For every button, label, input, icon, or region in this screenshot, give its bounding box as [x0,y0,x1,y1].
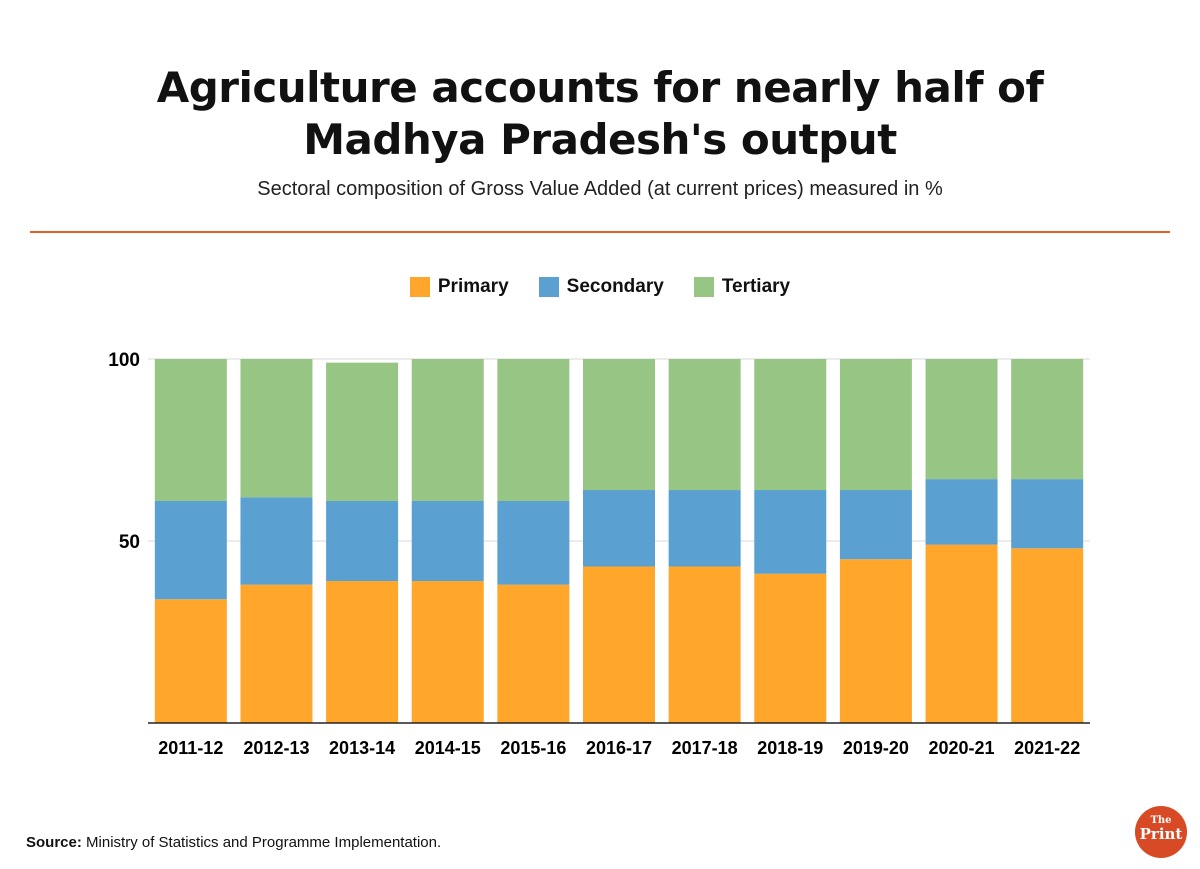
bar-primary [839,559,912,723]
legend-swatch [693,277,714,297]
legend-label: Secondary [566,276,664,297]
bar-primary [668,566,741,723]
x-tick-label: 2021-22 [1014,738,1080,758]
legend-swatch [409,277,430,297]
chart-title-line2: Madhya Pradesh's output [303,115,897,164]
bar-primary [154,599,227,723]
legend-item-primary: Primary [409,276,509,298]
legend-item-tertiary: Tertiary [693,276,791,298]
bar-secondary [154,500,227,600]
bar-primary [497,584,570,723]
bar-primary [1011,548,1084,723]
bar-secondary [754,490,827,574]
x-tick-label: 2013-14 [329,738,395,758]
bar-primary [240,584,313,723]
x-tick-label: 2011-12 [158,738,223,758]
x-tick-label: 2019-20 [843,738,909,758]
bar-tertiary [240,359,313,498]
x-tick-label: 2012-13 [243,738,309,758]
bar-tertiary [583,359,655,491]
legend: Primary Secondary Tertiary [0,276,1200,298]
bar-tertiary [925,359,998,480]
source-text: Ministry of Statistics and Programme Imp… [81,834,442,851]
x-tick-label: 2018-19 [757,738,823,758]
x-tick-label: 2016-17 [586,738,652,758]
bar-secondary [583,490,655,567]
bar-tertiary [839,359,912,491]
x-tick-label: 2017-18 [672,738,738,758]
bar-primary [583,566,655,723]
bar-tertiary [1011,359,1084,480]
bar-tertiary [754,359,827,491]
bar-secondary [411,500,484,582]
x-tick-label: 2020-21 [929,738,995,758]
bar-secondary [668,490,741,567]
source-label: Source: [26,834,82,851]
y-tick-label: 100 [108,350,140,371]
x-tick-label: 2015-16 [500,738,566,758]
x-tick-label: 2014-15 [415,738,481,758]
legend-label: Primary [437,276,509,297]
bar-primary [754,573,827,723]
bar-tertiary [154,359,227,501]
bar-primary [326,581,399,723]
bar-secondary [925,479,998,545]
chart-subtitle: Sectoral composition of Gross Value Adde… [257,178,943,200]
legend-item-secondary: Secondary [538,276,664,298]
divider [30,231,1170,233]
bar-tertiary [326,362,399,501]
bar-primary [411,581,484,723]
legend-swatch [538,277,559,297]
bar-tertiary [411,359,484,501]
bar-tertiary [497,359,570,501]
theprint-logo: The Print [1135,806,1187,858]
bar-secondary [497,500,570,585]
bar-secondary [1011,479,1084,549]
bar-secondary [326,500,399,582]
bar-secondary [240,497,313,585]
bar-secondary [839,490,912,560]
source-note: Source: Ministry of Statistics and Progr… [26,834,441,851]
bar-tertiary [668,359,741,491]
y-tick-label: 50 [119,532,140,553]
bar-primary [925,544,998,723]
legend-label: Tertiary [721,276,791,297]
chart-title-line1: Agriculture accounts for nearly half of [156,63,1044,112]
